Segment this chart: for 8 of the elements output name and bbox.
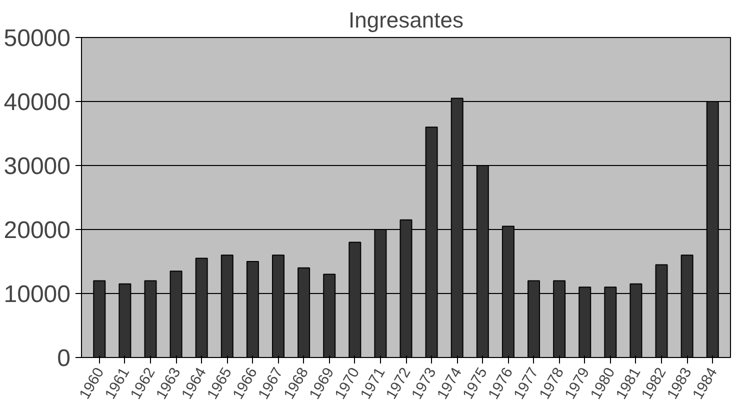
y-tick-label: 10000 [4,281,71,308]
y-tick-label: 50000 [4,25,71,52]
y-tick-label: 20000 [4,217,71,244]
y-tick-label: 30000 [4,153,71,180]
chart-title: Ingresantes [348,8,464,32]
x-tick-label: 1984 [690,364,721,402]
y-tick-label: 40000 [4,89,71,116]
y-tick-label: 0 [57,345,71,372]
